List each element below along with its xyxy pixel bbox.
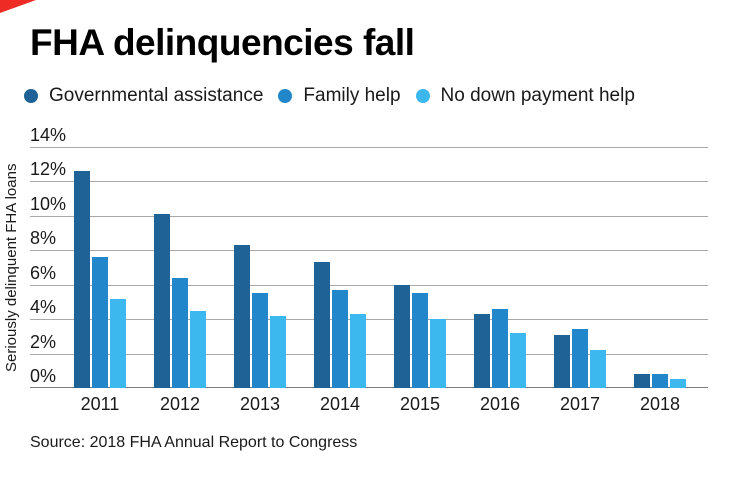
y-tick-label: 4% — [30, 297, 57, 318]
bar-2017-series-3 — [590, 350, 606, 388]
legend-dot-icon — [415, 89, 430, 103]
bar-2017-series-1 — [554, 334, 570, 388]
bar-2014-series-2 — [332, 289, 348, 388]
x-axis-baseline — [30, 387, 708, 388]
legend-label: Family help — [303, 85, 401, 106]
gridline-8pct — [30, 250, 708, 252]
bar-2017-series-2 — [572, 329, 588, 388]
bar-2015-series-2 — [412, 293, 428, 388]
x-tick-label-2014: 2014 — [319, 394, 361, 414]
x-tick-label-2018: 2018 — [639, 394, 681, 414]
bar-2012-series-1 — [154, 214, 170, 388]
chart-title: FHA delinquencies fall — [30, 22, 415, 63]
legend-label: No down payment help — [440, 85, 635, 106]
bar-2018-series-3 — [670, 379, 686, 388]
gridline-4pct — [30, 319, 708, 321]
gridline-10pct — [30, 215, 708, 217]
gridline-6pct — [30, 284, 708, 286]
source-attribution: Source: 2018 FHA Annual Report to Congre… — [30, 434, 358, 451]
x-tick-label-2015: 2015 — [399, 394, 441, 414]
bar-2011-series-3 — [110, 298, 126, 388]
legend-dot-icon — [24, 89, 38, 103]
bar-2016-series-2 — [492, 308, 508, 388]
bar-2011-series-2 — [92, 257, 108, 388]
bar-2015-series-3 — [430, 319, 446, 388]
x-tick-label-2012: 2012 — [159, 394, 201, 414]
legend-dot-icon — [278, 89, 293, 103]
bar-2014-series-1 — [314, 262, 330, 388]
bar-2018-series-1 — [634, 374, 650, 388]
x-tick-label-2016: 2016 — [479, 394, 521, 414]
gridline-14pct — [30, 147, 708, 148]
gridline-12pct — [30, 181, 708, 183]
bar-2013-series-1 — [234, 245, 250, 388]
y-tick-label: 10% — [30, 193, 67, 214]
y-tick-label: 0% — [30, 366, 57, 386]
x-tick-label-2011: 2011 — [80, 394, 120, 414]
chart-legend: Governmental assistance Family help No dow… — [24, 85, 635, 107]
brand-corner-flag — [0, 0, 36, 13]
legend-label: Governmental assistance — [49, 85, 264, 106]
x-tick-label-2017: 2017 — [559, 394, 601, 414]
y-tick-label: 12% — [30, 159, 67, 180]
legend-item-2: Family help — [278, 85, 401, 107]
bar-2014-series-3 — [350, 313, 366, 388]
y-tick-label: 14% — [30, 125, 67, 145]
plot-area: 14% 12% 10% 8% 6% 4% 2% 0% 2011 2012 2013 2014 2015 2… — [30, 126, 708, 414]
bar-2011-series-1 — [74, 171, 90, 388]
bar-2012-series-2 — [172, 277, 188, 388]
bar-2015-series-1 — [394, 284, 410, 388]
gridline-2pct — [30, 353, 708, 355]
y-axis-title: Seriously delinquent FHA loans — [3, 163, 20, 372]
legend-item-3: No down payment help — [415, 85, 635, 107]
x-tick-label-2013: 2013 — [239, 394, 281, 414]
y-tick-label: 6% — [30, 262, 57, 283]
bar-2016-series-1 — [474, 313, 490, 388]
bar-2012-series-3 — [190, 310, 206, 388]
legend-item-1: Governmental assistance — [24, 85, 263, 107]
y-tick-label: 2% — [30, 331, 57, 352]
bar-2018-series-2 — [652, 374, 668, 388]
bar-2016-series-3 — [510, 332, 526, 388]
bar-2013-series-3 — [270, 315, 286, 388]
bar-2013-series-2 — [252, 293, 268, 388]
y-tick-label: 8% — [30, 228, 57, 249]
